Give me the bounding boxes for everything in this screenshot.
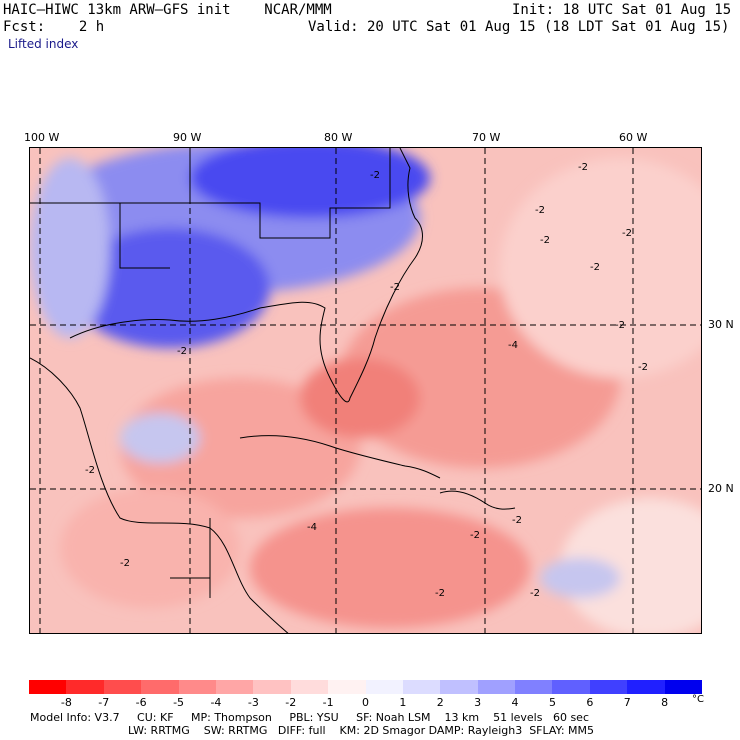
colorbar-tick-label: 4 — [511, 696, 519, 709]
colorbar-tick-label: -3 — [247, 696, 259, 709]
colorbar-swatch — [328, 680, 366, 694]
coastlines — [30, 148, 516, 633]
lon-label-70w: 70 W — [472, 131, 501, 144]
colorbar-swatch — [141, 680, 179, 694]
caribbean-instability-area — [250, 508, 530, 628]
forecast-hour: Fcst: 2 h — [3, 19, 105, 35]
lon-label-90w: 90 W — [173, 131, 202, 144]
contour-label: -2 — [390, 282, 400, 293]
contour-label: -4 — [508, 340, 518, 351]
us-gulf-atlantic-coastline — [69, 148, 423, 403]
contour-label: -2 — [177, 346, 187, 357]
colorbar-tick-label: 5 — [548, 696, 556, 709]
mexico-coastline — [30, 357, 289, 633]
colorbar-swatch — [29, 680, 67, 694]
colorbar-tick-label: 2 — [436, 696, 444, 709]
colorbar-swatch — [215, 680, 254, 694]
contour-label: -2 — [85, 465, 95, 476]
valid-time: Valid: 20 UTC Sat 01 Aug 15 (18 LDT Sat … — [308, 19, 730, 35]
colorbar-tick-label: -2 — [285, 696, 297, 709]
contour-label: -2 — [638, 362, 648, 373]
contour-label-group: -2 -4 -2 -2 -2 -2 -2 -4 -2 -2 -2 -2 -2 -… — [85, 162, 648, 599]
florida-instability-area — [300, 358, 420, 438]
contour-label: -2 — [615, 320, 625, 331]
colorbar-swatch — [552, 680, 590, 694]
contour-label: -2 — [622, 228, 632, 239]
gulf-stable-patch — [120, 413, 200, 463]
contour-label: -2 — [470, 530, 480, 541]
colorbar-tick-label: 6 — [586, 696, 594, 709]
lon-label-60w: 60 W — [619, 131, 648, 144]
lon-label-100w: 100 W — [24, 131, 60, 144]
colorbar-swatch — [440, 680, 478, 694]
colorbar — [29, 680, 703, 694]
contour-label: -2 — [512, 515, 522, 526]
colorbar-tick-label: 0 — [362, 696, 369, 709]
lat-label-30n: 30 N — [708, 318, 734, 331]
contour-label: -2 — [530, 588, 540, 599]
colorbar-tick-label: -4 — [210, 696, 222, 709]
contour-label: -2 — [435, 588, 445, 599]
colorbar-tick-label: 7 — [623, 696, 631, 709]
cuba-outline — [239, 435, 441, 479]
colorbar-unit: °C — [692, 694, 704, 705]
map-canvas: -2 -4 -2 -2 -2 -2 -2 -4 -2 -2 -2 -2 -2 -… — [30, 148, 701, 633]
contour-label: -2 — [535, 205, 545, 216]
colorbar-swatch — [402, 680, 441, 694]
caribbean-stable-patch — [540, 558, 620, 598]
lon-label-80w: 80 W — [324, 131, 353, 144]
colorbar-tick-label: -5 — [173, 696, 185, 709]
colorbar-swatch — [66, 680, 104, 694]
colorbar-swatch — [178, 680, 216, 694]
model-info-line2: LW: RRTMG SW: RRTMG DIFF: full KM: 2D Sm… — [128, 724, 594, 737]
contour-label: -2 — [370, 170, 380, 181]
colorbar-swatch — [627, 680, 665, 694]
eastern-neutral-area — [560, 498, 701, 633]
model-info-line1: Model Info: V3.7 CU: KF MP: Thompson PBL… — [30, 711, 590, 724]
field-name: Lifted index — [8, 37, 79, 51]
lifted-index-map: -2 -4 -2 -2 -2 -2 -2 -4 -2 -2 -2 -2 -2 -… — [29, 147, 702, 634]
colorbar-tick-label: -1 — [322, 696, 334, 709]
colorbar-tick-label: -6 — [135, 696, 147, 709]
ohio-valley-stable-area — [190, 148, 430, 218]
colorbar-swatch — [365, 680, 403, 694]
model-title: HAIC–HIWC 13km ARW–GFS init NCAR/MMM — [3, 2, 332, 18]
lat-label-20n: 20 N — [708, 482, 734, 495]
colorbar-swatch — [103, 680, 142, 694]
colorbar-tick-label: 3 — [474, 696, 482, 709]
lat-lon-grid — [30, 148, 701, 633]
northeast-neutral-area — [500, 158, 701, 378]
colorbar-swatch — [515, 680, 553, 694]
colorbar-swatch — [253, 680, 291, 694]
colorbar-tick-label: 1 — [399, 696, 407, 709]
colorbar-tick-label: 8 — [661, 696, 669, 709]
mexico-instability-area — [60, 488, 240, 608]
init-time: Init: 18 UTC Sat 01 Aug 15 — [512, 2, 732, 18]
colorbar-swatch — [477, 680, 516, 694]
contour-label: -4 — [307, 522, 317, 533]
colorbar-tick-label: -7 — [98, 696, 110, 709]
colorbar-swatch — [664, 680, 703, 694]
gulf-instability-area — [120, 378, 360, 518]
colorbar-tick-label: -8 — [60, 696, 72, 709]
texas-stable-area — [30, 158, 110, 338]
contour-label: -2 — [540, 235, 550, 246]
contour-label: -2 — [590, 262, 600, 273]
contour-label: -2 — [578, 162, 588, 173]
colorbar-swatch — [589, 680, 628, 694]
colorbar-swatch — [290, 680, 329, 694]
contour-label: -2 — [120, 558, 130, 569]
